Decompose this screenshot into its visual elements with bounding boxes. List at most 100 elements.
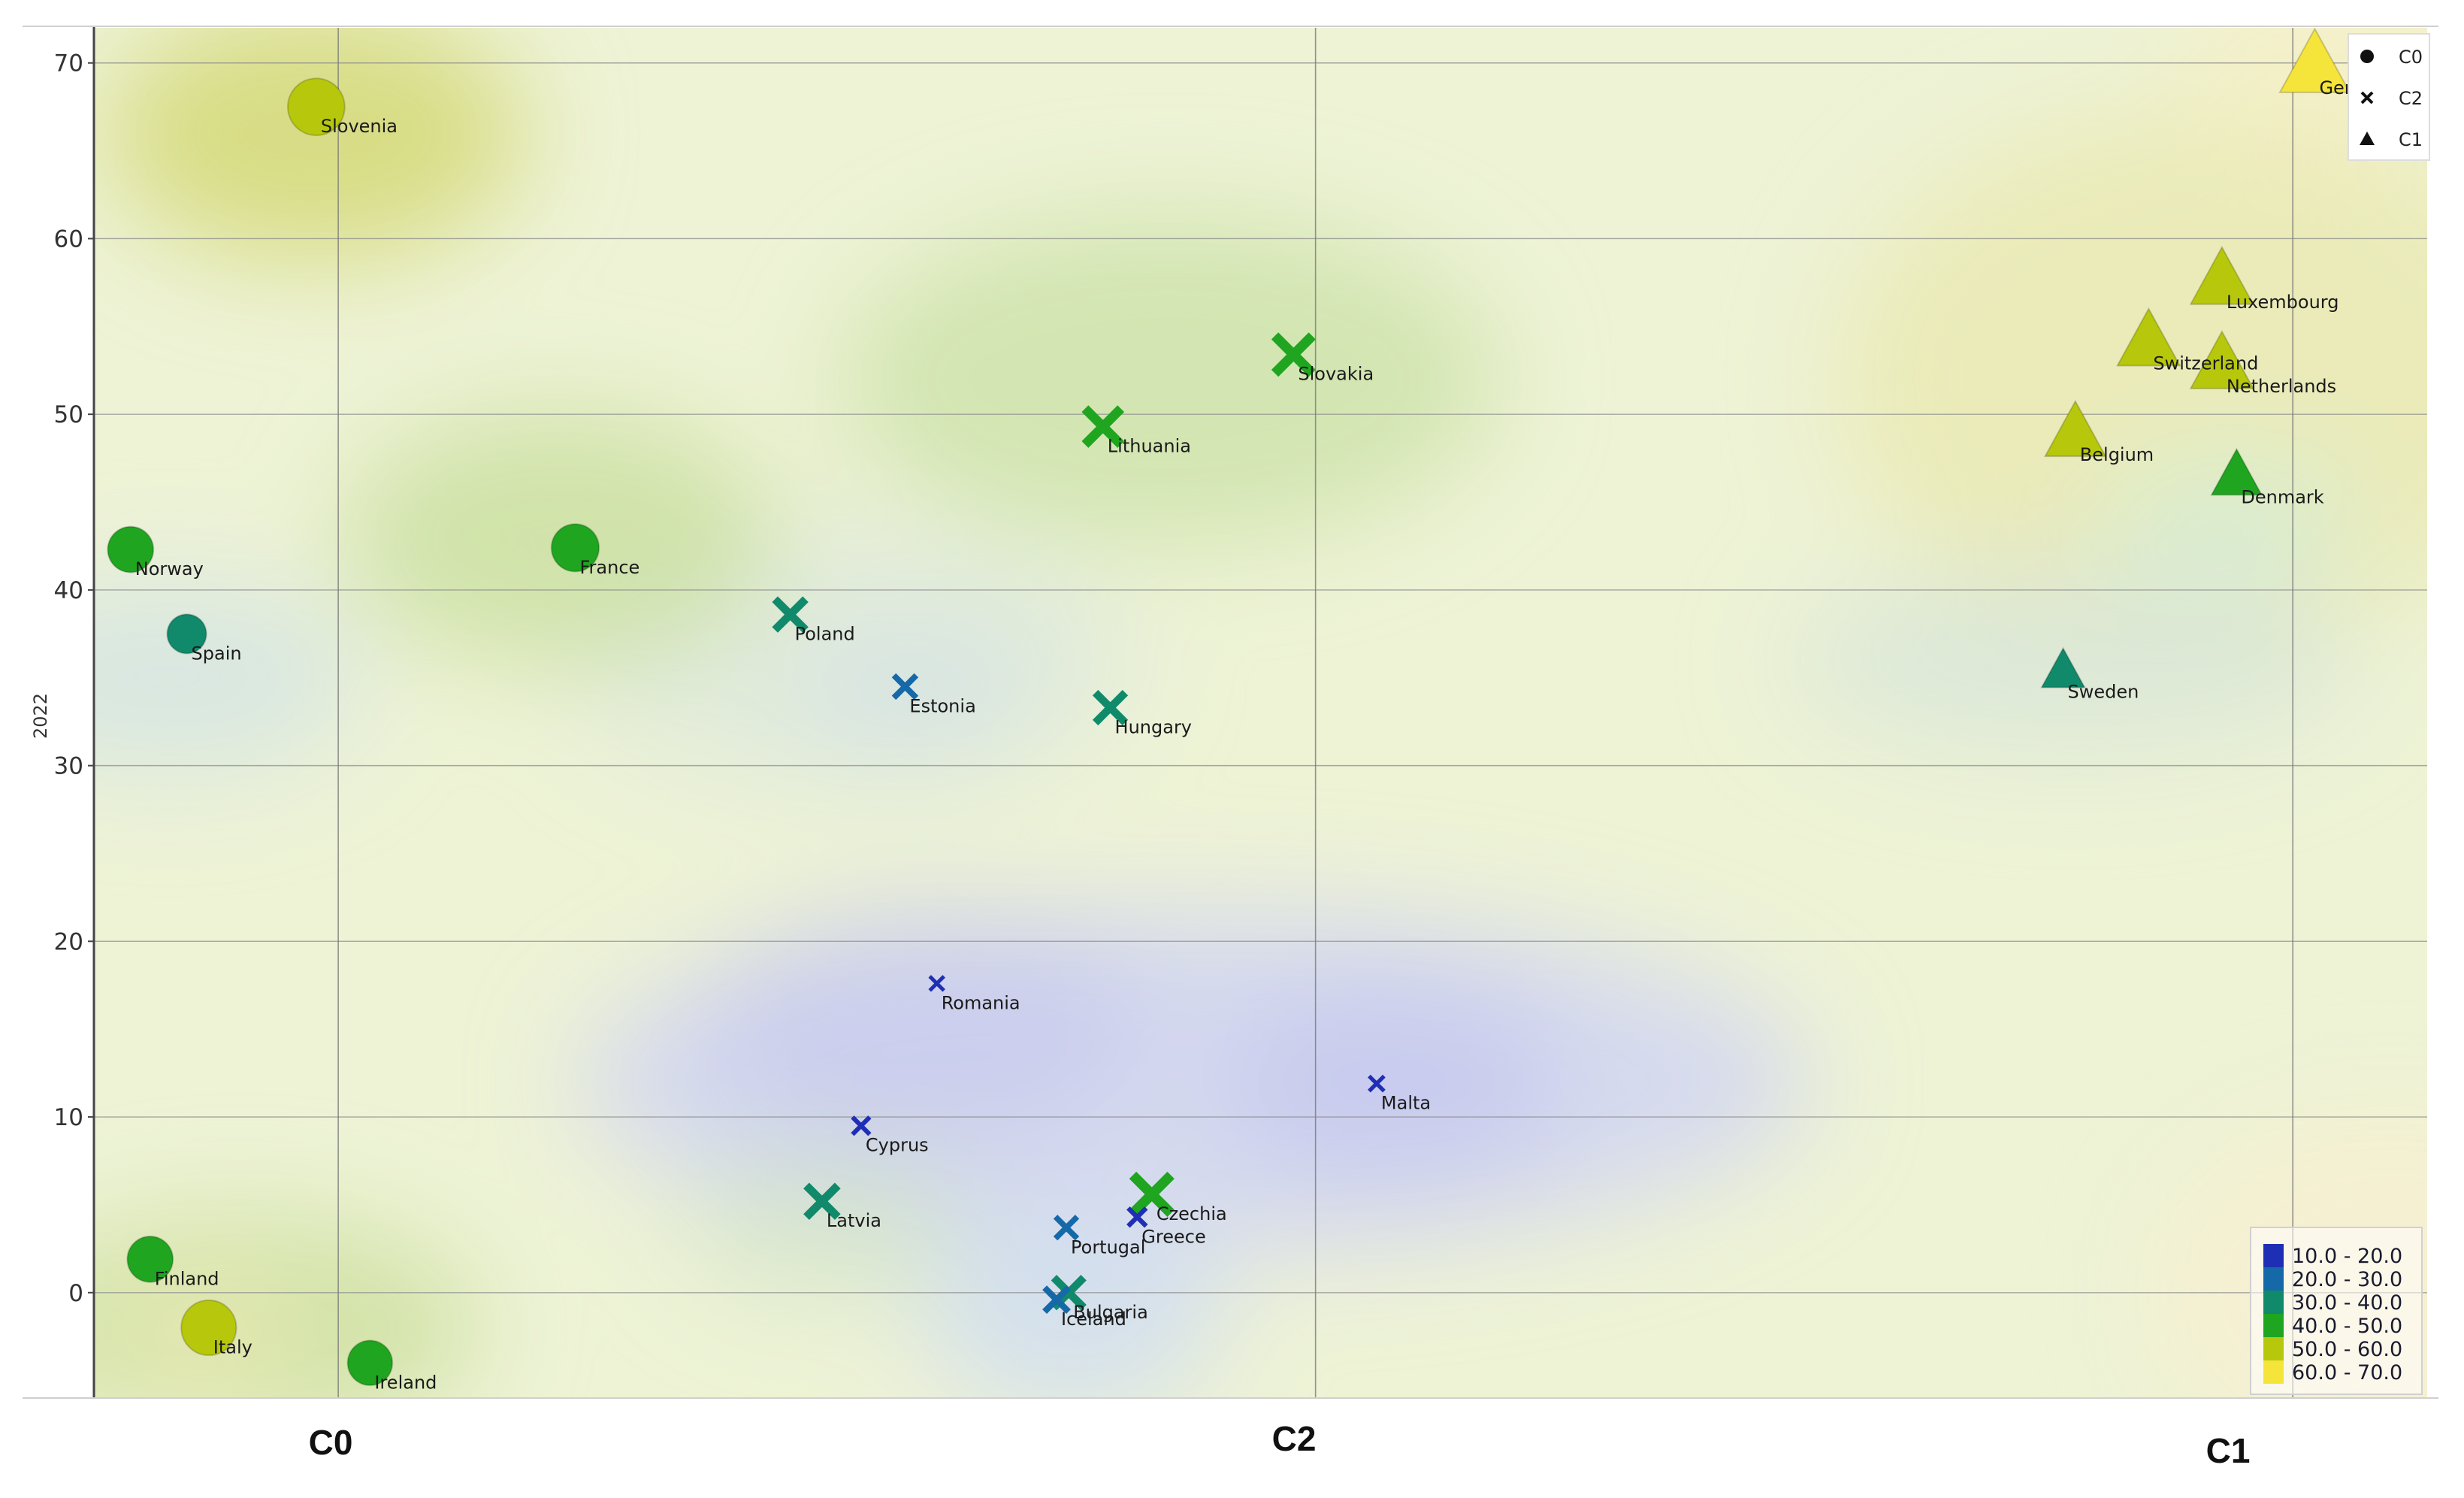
point-spain (166, 613, 207, 655)
label-switzerland: Switzerland (2153, 353, 2258, 374)
field-blob (921, 1205, 1222, 1398)
label-romania: Romania (942, 992, 1020, 1013)
point-malta (1368, 1074, 1386, 1093)
label-poland: Poland (795, 624, 855, 645)
color-scale-label-5: 60.0 - 70.0 (2292, 1361, 2402, 1385)
legend: C0 C2 C1 (2348, 33, 2430, 161)
label-bulgaria: Bulgaria (1073, 1302, 1148, 1323)
label-latvia: Latvia (827, 1210, 881, 1231)
field-blob (1787, 562, 2359, 758)
point-italy (180, 1299, 237, 1357)
point-hungary (1092, 689, 1129, 726)
point-france (550, 523, 600, 573)
point-czechia (1129, 1171, 1175, 1217)
grid-lines (94, 28, 2427, 1398)
label-sweden: Sweden (2068, 682, 2139, 703)
field-blob (103, 28, 525, 262)
point-switzerland (2115, 307, 2181, 367)
label-hungary: Hungary (1115, 716, 1192, 737)
y-tick-label-10: 10 (54, 1104, 83, 1131)
label-luxembourg: Luxembourg (2227, 292, 2339, 313)
point-malta-stroke-b (1368, 1074, 1386, 1093)
label-greece: Greece (1141, 1226, 1205, 1247)
point-netherlands (2189, 330, 2255, 389)
point-poland-stroke-b (772, 596, 809, 633)
axes: 0 10 20 30 40 50 60 70 2022 (23, 26, 2438, 1399)
label-slovakia: Slovakia (1298, 364, 1374, 385)
data-points (107, 27, 2351, 1387)
point-finland (126, 1235, 174, 1283)
point-romania-stroke-b (928, 975, 945, 992)
point-sweden (2040, 646, 2086, 688)
point-cyprus (851, 1115, 872, 1136)
color-swatch-0 (2263, 1244, 2284, 1267)
label-slovenia: Slovenia (321, 116, 398, 137)
legend-label-c0: C0 (2399, 47, 2423, 68)
y-tick-label-60: 60 (54, 225, 83, 253)
point-romania (928, 975, 945, 992)
label-czechia: Czechia (1156, 1203, 1227, 1224)
y-tick-label-70: 70 (54, 50, 83, 77)
label-lithuania: Lithuania (1108, 436, 1191, 457)
label-estonia: Estonia (909, 695, 975, 716)
field-blob (2103, 459, 2360, 580)
point-iceland-stroke-b (1042, 1285, 1071, 1315)
label-italy: Italy (213, 1337, 252, 1358)
point-czechia-stroke-b (1129, 1171, 1175, 1217)
field-blob (699, 909, 1150, 1150)
field-blob (1216, 984, 1562, 1180)
point-estonia-stroke-b (891, 673, 919, 701)
label-iceland: Iceland (1061, 1309, 1126, 1330)
y-axis-label: 2022 (30, 693, 51, 739)
point-norway (107, 525, 155, 573)
color-scale-label-3: 40.0 - 50.0 (2292, 1315, 2402, 1338)
label-netherlands: Netherlands (2227, 376, 2336, 397)
legend-marker-c2-b (2360, 91, 2374, 104)
legend-label-c2: C2 (2399, 88, 2423, 109)
point-lithuania (1081, 405, 1125, 448)
point-slovakia-stroke-b (1271, 332, 1316, 377)
label-finland: Finland (155, 1268, 219, 1289)
point-latvia (803, 1182, 841, 1221)
point-hungary-stroke-b (1092, 689, 1129, 726)
y-tick-label-0: 0 (68, 1280, 83, 1307)
label-belgium: Belgium (2080, 444, 2154, 465)
color-swatch-5 (2263, 1360, 2284, 1384)
cluster-label-c0: C0 (309, 1423, 353, 1462)
label-denmark: Denmark (2241, 486, 2323, 507)
y-tick-label-50: 50 (54, 401, 83, 428)
point-ireland (346, 1339, 394, 1387)
point-poland (772, 596, 809, 633)
point-luxembourg (2189, 245, 2255, 305)
legend-label-c1: C1 (2399, 129, 2423, 150)
legend-marker-c1 (2360, 132, 2375, 145)
y-tick-label-20: 20 (54, 928, 83, 955)
point-belgium (2043, 399, 2107, 458)
legend-marker-c0 (2360, 50, 2374, 63)
color-swatch-1 (2263, 1267, 2284, 1291)
legend-marker-c2 (2360, 91, 2374, 104)
field-blob (94, 580, 363, 776)
field-blob (838, 213, 1500, 545)
point-portugal-stroke-b (1053, 1215, 1080, 1241)
point-greece-stroke-b (1126, 1206, 1148, 1228)
point-cyprus-stroke-b (851, 1115, 872, 1136)
point-slovenia (286, 77, 346, 137)
point-latvia-stroke-b (803, 1182, 841, 1221)
label-malta: Malta (1381, 1093, 1431, 1114)
color-scale-label-1: 20.0 - 30.0 (2292, 1268, 2402, 1291)
color-scale-label-0: 10.0 - 20.0 (2292, 1245, 2402, 1268)
y-tick-label-40: 40 (54, 577, 83, 604)
color-swatch-3 (2263, 1314, 2284, 1337)
cluster-label-c2: C2 (1272, 1419, 1317, 1458)
cluster-label-c1: C1 (2206, 1431, 2251, 1470)
point-denmark (2210, 447, 2263, 496)
point-iceland (1042, 1285, 1071, 1315)
label-cyprus: Cyprus (866, 1135, 929, 1156)
field-blob (684, 1147, 970, 1298)
color-scale-legend: 10.0 - 20.020.0 - 30.030.0 - 40.040.0 - … (2250, 1227, 2423, 1395)
